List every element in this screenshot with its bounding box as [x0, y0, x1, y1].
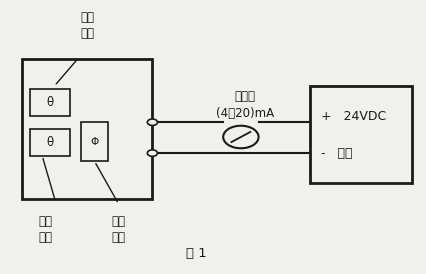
Text: 电源表: 电源表: [234, 90, 255, 103]
Text: 量程
调整: 量程 调整: [112, 215, 125, 244]
Circle shape: [147, 119, 157, 125]
Bar: [30, 89, 70, 116]
Text: θ: θ: [46, 96, 54, 109]
Text: 零点
调整: 零点 调整: [38, 215, 52, 244]
Text: (4～20)mA: (4～20)mA: [216, 107, 273, 120]
Text: -   电源: - 电源: [320, 147, 351, 160]
Text: 图 1: 图 1: [186, 247, 207, 261]
Bar: [310, 86, 411, 183]
Text: θ: θ: [46, 136, 54, 149]
Bar: [81, 122, 108, 161]
Bar: [22, 59, 152, 199]
Text: +   24VDC: + 24VDC: [320, 110, 385, 123]
Circle shape: [223, 126, 258, 148]
Bar: [30, 129, 70, 156]
Text: 线性
调整: 线性 调整: [80, 11, 94, 40]
Text: Φ: Φ: [90, 137, 98, 147]
Circle shape: [147, 150, 157, 156]
